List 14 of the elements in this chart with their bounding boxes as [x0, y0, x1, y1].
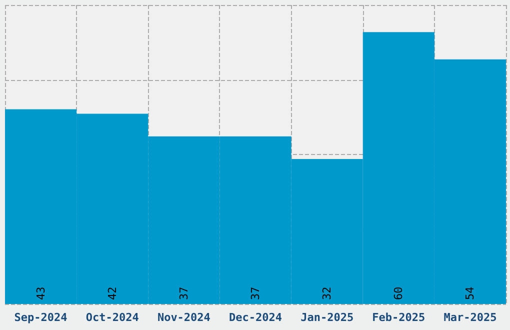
data-label: 37 — [177, 286, 190, 300]
x-tick-label: Nov-2024 — [157, 311, 211, 324]
x-tick-label: Dec-2024 — [229, 311, 282, 324]
data-label: 37 — [249, 286, 262, 300]
data-label: 32 — [320, 286, 334, 300]
data-label: 54 — [464, 286, 477, 300]
x-tick-label: Mar-2025 — [444, 311, 497, 324]
data-label: 42 — [106, 286, 119, 300]
x-tick-label: Oct-2024 — [86, 311, 140, 324]
x-tick-label: Sep-2024 — [14, 311, 68, 324]
x-tick-label: Feb-2025 — [372, 311, 426, 324]
data-label: 43 — [34, 286, 48, 300]
data-label: 60 — [392, 286, 406, 300]
x-tick-label: Jan-2025 — [300, 311, 354, 324]
